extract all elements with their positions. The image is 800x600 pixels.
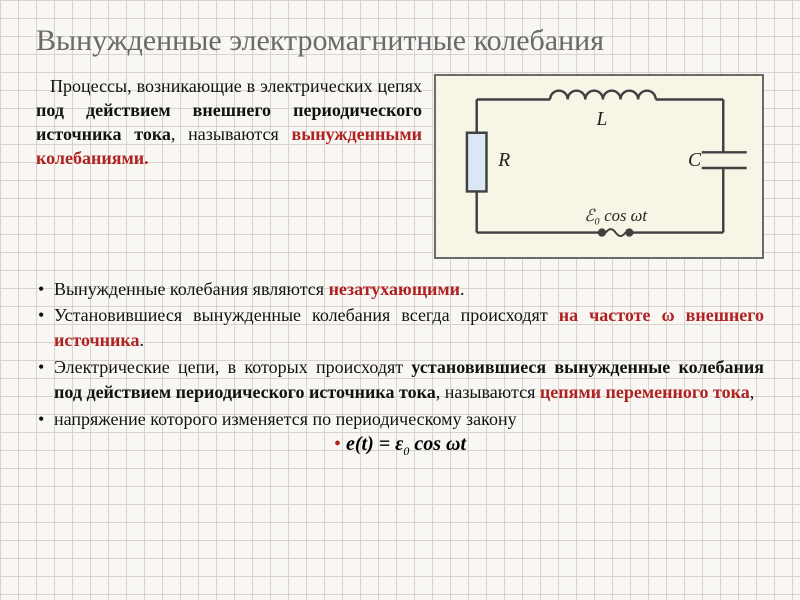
- bullet-emphasis: незатухающими: [329, 279, 460, 299]
- bullet-post: .: [140, 330, 145, 350]
- bullet-list: Вынужденные колебания являются незатухаю…: [36, 277, 764, 432]
- circuit-svg: L R C ℰ₀ cos ωt: [434, 74, 764, 259]
- label-C: C: [688, 150, 702, 171]
- circuit-diagram: L R C ℰ₀ cos ωt: [434, 74, 764, 259]
- formula-lhs: е(t) =: [346, 433, 395, 455]
- para-mid: , называются: [171, 124, 292, 144]
- bullet-text: Установившиеся вынужденные колебания все…: [54, 305, 559, 325]
- para-lead: Процессы, возникающие в электрических це…: [50, 76, 422, 96]
- intro-paragraph: Процессы, возникающие в электрических це…: [36, 74, 426, 171]
- top-row: Процессы, возникающие в электрических це…: [36, 74, 764, 259]
- bullet-post: ,: [750, 382, 755, 402]
- list-item: Установившиеся вынужденные колебания все…: [36, 303, 764, 353]
- page-title: Вынужденные электромагнитные колебания: [36, 22, 764, 60]
- label-source: ℰ₀ cos ωt: [584, 205, 647, 224]
- list-item: Электрические цепи, в которых происходят…: [36, 355, 764, 405]
- bullet-emphasis: цепями переменного тока: [540, 382, 750, 402]
- label-R: R: [497, 150, 510, 171]
- list-item: напряжение которого изменяется по период…: [36, 407, 764, 432]
- bullet-text: Электрические цепи, в которых происходят: [54, 357, 411, 377]
- bullet-dot: •: [334, 433, 346, 455]
- formula: • е(t) = ε0 cos ωt: [36, 433, 764, 459]
- formula-rhs: cos ωt: [409, 433, 466, 455]
- list-item: Вынужденные колебания являются незатухаю…: [36, 277, 764, 302]
- label-L: L: [595, 108, 607, 129]
- bullet-text: Вынужденные колебания являются: [54, 279, 329, 299]
- bullet-mid: , называются: [436, 382, 540, 402]
- bullet-text: напряжение которого изменяется по период…: [54, 409, 517, 429]
- bullet-post: .: [460, 279, 465, 299]
